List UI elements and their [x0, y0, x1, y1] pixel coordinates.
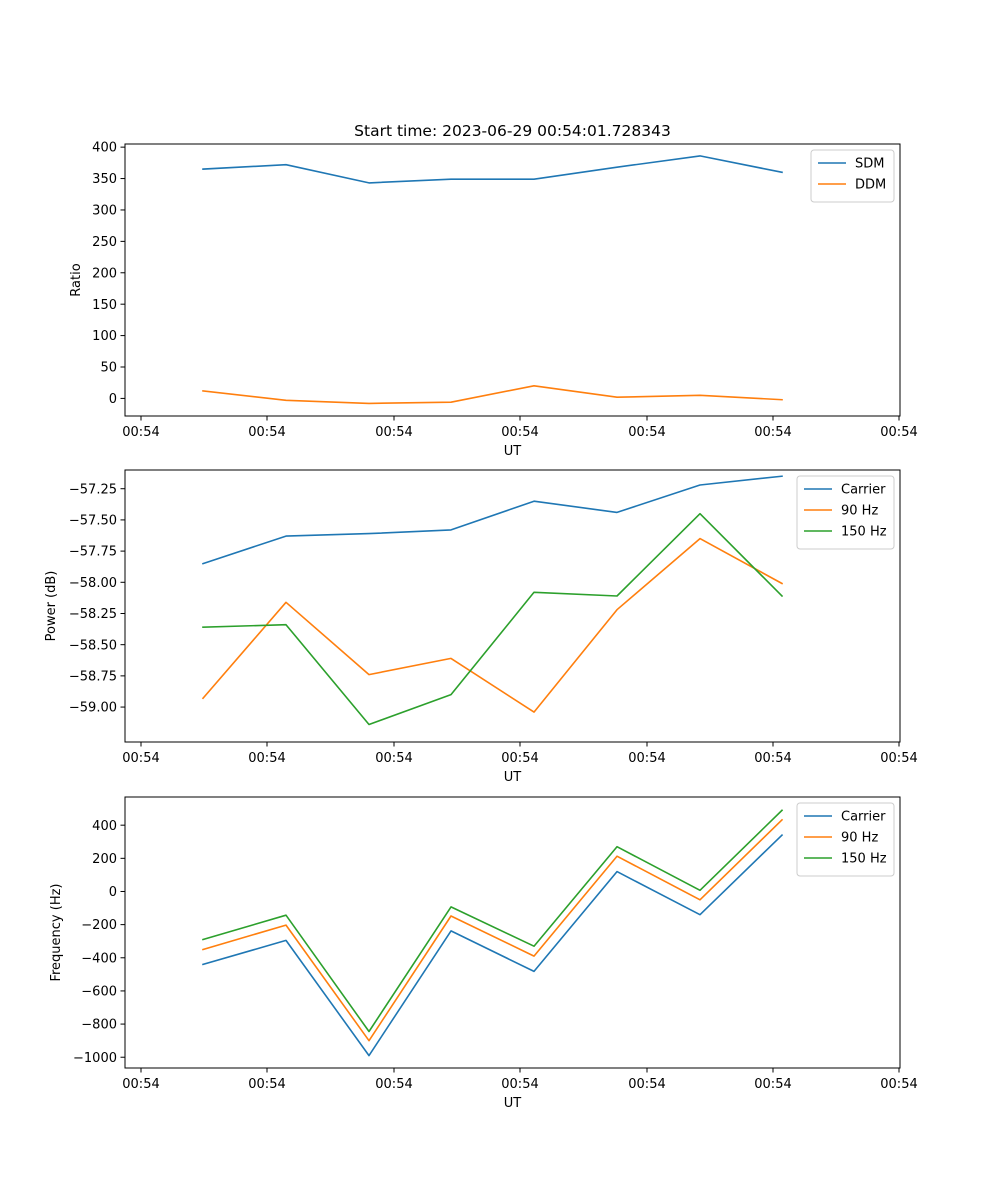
legend: Carrier 90 Hz 150 Hz [796, 475, 895, 550]
y-tick-label: 100 [92, 329, 117, 344]
x-tick-label: 00:54 [880, 751, 917, 766]
y-axis-label: Frequency (Hz) [49, 883, 64, 981]
y-tick-label: −57.25 [69, 482, 117, 497]
x-tick-label: 00:54 [501, 425, 538, 440]
x-tick-label: 00:54 [122, 751, 159, 766]
y-tick-label: 0 [109, 392, 117, 407]
y-tick-label: 300 [92, 204, 117, 219]
legend-entry-label: 90 Hz [841, 504, 878, 519]
x-axis-label: UT [504, 1096, 522, 1111]
x-tick-label: 00:54 [501, 1077, 538, 1092]
legend-entry-label: DDM [855, 178, 886, 193]
x-tick-label: 00:54 [375, 751, 412, 766]
y-tick-label: −57.50 [69, 514, 117, 529]
y-tick-label: 400 [92, 819, 117, 834]
y-tick-label: −58.50 [69, 638, 117, 653]
series-line-sdm [202, 155, 783, 184]
y-tick-label: 150 [92, 298, 117, 313]
y-tick-label: 350 [92, 172, 117, 187]
y-tick-label: 250 [92, 235, 117, 250]
x-tick-label: 00:54 [248, 425, 285, 440]
x-tick-label: 00:54 [122, 425, 159, 440]
series-line-150-hz [202, 512, 784, 726]
x-axis-label: UT [504, 444, 522, 459]
series-line-150-hz [202, 809, 784, 1033]
axes-frame [124, 796, 901, 1069]
y-tick-label: 400 [92, 141, 117, 156]
y-tick-label: −59.00 [69, 701, 117, 716]
x-tick-label: 00:54 [375, 1077, 412, 1092]
legend-entry-label: 150 Hz [841, 525, 887, 540]
axes-frame [124, 143, 901, 417]
series-line-90-hz [201, 537, 784, 713]
axes-frame [124, 469, 901, 743]
x-tick-label: 00:54 [754, 425, 791, 440]
y-tick-label: −58.75 [69, 669, 117, 684]
legend-entry-label: Carrier [841, 810, 886, 825]
y-tick-label: −58.25 [69, 607, 117, 622]
x-tick-label: 00:54 [501, 751, 538, 766]
y-tick-label: 200 [92, 266, 117, 281]
x-tick-label: 00:54 [628, 425, 665, 440]
plot-ratio: 00:54 00:54 00:54 00:54 00:54 00:54 00:54 UT 0 50… [69, 141, 918, 459]
series-line-carrier [202, 833, 784, 1057]
series-line-ddm [202, 384, 783, 405]
plot-frequency: 00:54 00:54 00:54 00:54 00:54 00:54 00:54 UT −10… [49, 796, 918, 1111]
x-tick-label: 00:54 [754, 751, 791, 766]
y-tick-label: −400 [81, 951, 117, 966]
legend-entry-label: 90 Hz [841, 831, 878, 846]
y-tick-label: −800 [81, 1018, 117, 1033]
legend-entry-label: SDM [855, 157, 884, 172]
series-line-carrier [201, 475, 783, 565]
y-tick-label: −200 [81, 918, 117, 933]
x-tick-label: 00:54 [628, 751, 665, 766]
y-tick-label: 200 [92, 852, 117, 867]
series-line-90-hz [202, 818, 784, 1042]
x-axis-label: UT [504, 770, 522, 785]
legend: SDM DDM [810, 149, 895, 203]
x-tick-label: 00:54 [248, 751, 285, 766]
x-tick-label: 00:54 [628, 1077, 665, 1092]
x-tick-label: 00:54 [754, 1077, 791, 1092]
y-tick-label: −57.75 [69, 545, 117, 560]
x-tick-label: 00:54 [248, 1077, 285, 1092]
y-tick-label: −600 [81, 985, 117, 1000]
y-tick-label: 0 [109, 885, 117, 900]
figure-title: Start time: 2023-06-29 00:54:01.728343 [354, 122, 671, 140]
y-tick-label: 50 [100, 361, 117, 376]
y-axis-label: Power (dB) [44, 571, 59, 642]
legend: Carrier 90 Hz 150 Hz [796, 802, 895, 877]
legend-entry-label: Carrier [841, 483, 886, 498]
plot-power: 00:54 00:54 00:54 00:54 00:54 00:54 00:54 UT −59… [44, 469, 918, 785]
x-tick-label: 00:54 [880, 1077, 917, 1092]
x-tick-label: 00:54 [375, 425, 412, 440]
x-tick-label: 00:54 [122, 1077, 159, 1092]
legend-entry-label: 150 Hz [841, 852, 887, 867]
y-tick-label: −58.00 [69, 576, 117, 591]
y-tick-label: −1000 [73, 1051, 117, 1066]
y-axis-label: Ratio [69, 263, 84, 296]
x-tick-label: 00:54 [880, 425, 917, 440]
